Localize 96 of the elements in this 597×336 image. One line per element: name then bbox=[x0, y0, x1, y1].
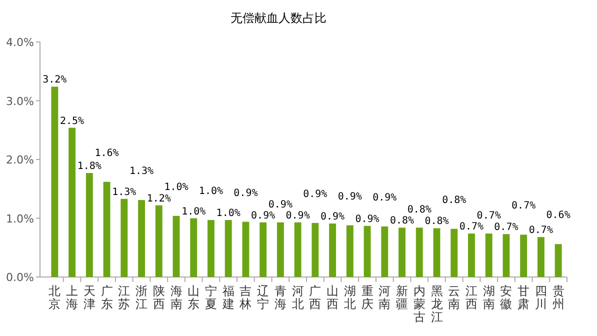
data-label: 1.6% bbox=[94, 148, 119, 159]
x-tick-label: 天津 bbox=[83, 284, 96, 311]
data-label: 0.7% bbox=[528, 225, 553, 236]
bar bbox=[329, 224, 336, 277]
data-label: 0.9% bbox=[303, 188, 328, 200]
data-label: 0.9% bbox=[234, 188, 258, 199]
data-label: 0.9% bbox=[286, 210, 310, 222]
bar bbox=[381, 226, 388, 277]
bar bbox=[537, 237, 544, 277]
bar bbox=[68, 128, 76, 277]
data-label: 1.3% bbox=[112, 186, 136, 198]
x-tick-label: 云南 bbox=[448, 284, 460, 311]
x-tick-label: 宁夏 bbox=[204, 284, 217, 311]
bar bbox=[242, 222, 250, 277]
data-label: 1.0% bbox=[182, 206, 206, 218]
data-label: 0.7% bbox=[459, 222, 484, 233]
data-label: 0.8% bbox=[390, 216, 414, 227]
bar bbox=[433, 228, 440, 277]
bar bbox=[190, 218, 198, 277]
bar bbox=[468, 234, 475, 277]
bar bbox=[554, 244, 562, 277]
bar bbox=[416, 228, 423, 277]
x-tick-label: 北京 bbox=[48, 284, 61, 311]
bar bbox=[312, 222, 319, 277]
bar bbox=[120, 198, 128, 277]
x-tick-label: 山西 bbox=[326, 284, 339, 311]
x-tick-label: 黑龙江 bbox=[430, 284, 443, 324]
x-tick-label: 陕西 bbox=[152, 284, 165, 311]
data-label: 1.0% bbox=[164, 182, 188, 193]
x-tick-label: 辽宁 bbox=[257, 284, 270, 311]
x-tick-label: 重庆 bbox=[361, 284, 374, 311]
bar bbox=[138, 200, 145, 277]
x-tick-label: 上海 bbox=[66, 284, 78, 311]
data-label: 3.2% bbox=[42, 74, 67, 86]
bar bbox=[364, 226, 371, 277]
data-label: 0.8% bbox=[442, 194, 466, 206]
bar bbox=[224, 220, 232, 277]
bar bbox=[155, 205, 162, 277]
x-tick-label: 湖南 bbox=[482, 284, 495, 311]
x-tick-label: 甘肃 bbox=[518, 284, 530, 311]
data-label: 0.9% bbox=[372, 192, 397, 204]
bar bbox=[294, 222, 302, 277]
chart-title: 无偿献血人数占比 bbox=[230, 11, 326, 25]
x-tick-label: 河北 bbox=[292, 284, 304, 311]
data-label: 1.0% bbox=[216, 208, 240, 220]
y-tick-label: 2.0% bbox=[6, 154, 34, 166]
bar bbox=[208, 220, 214, 277]
data-label: 0.6% bbox=[546, 210, 570, 222]
x-tick-label: 新疆 bbox=[396, 284, 408, 311]
data-label: 0.9% bbox=[338, 191, 362, 202]
data-label: 1.2% bbox=[146, 193, 171, 204]
bar bbox=[103, 182, 110, 277]
x-tick-label: 安徽 bbox=[500, 284, 512, 311]
data-label: 0.8% bbox=[407, 204, 432, 216]
data-label: 0.9% bbox=[320, 212, 345, 223]
x-tick-label: 江苏 bbox=[118, 284, 130, 311]
x-tick-label: 湖北 bbox=[344, 284, 356, 311]
x-tick-label: 吉林 bbox=[238, 284, 252, 311]
x-tick-label: 贵州 bbox=[552, 284, 564, 311]
data-label: 0.8% bbox=[424, 216, 449, 228]
bar bbox=[276, 222, 284, 277]
bar bbox=[86, 173, 93, 277]
data-label: 1.8% bbox=[77, 161, 102, 172]
data-label: 0.9% bbox=[268, 199, 292, 210]
x-tick-label: 浙江 bbox=[136, 284, 148, 311]
x-tick-label: 福建 bbox=[221, 284, 234, 311]
x-tick-label: 青海 bbox=[274, 284, 286, 311]
data-label: 0.7% bbox=[512, 200, 536, 212]
data-label: 0.9% bbox=[355, 214, 380, 225]
data-label: 0.7% bbox=[494, 222, 518, 234]
bar bbox=[502, 234, 510, 277]
bar bbox=[398, 228, 406, 277]
x-tick-label: 广西 bbox=[309, 284, 322, 311]
x-tick-label: 河南 bbox=[378, 284, 391, 311]
y-tick-label: 0.0% bbox=[6, 271, 34, 284]
y-tick-label: 3.0% bbox=[6, 94, 34, 108]
bar bbox=[346, 225, 354, 277]
bar bbox=[51, 86, 58, 277]
x-tick-label: 海南 bbox=[170, 284, 182, 311]
data-label: 1.0% bbox=[198, 186, 224, 198]
data-label: 0.9% bbox=[251, 210, 276, 222]
data-label: 0.7% bbox=[476, 210, 501, 222]
x-tick-label: 山东 bbox=[188, 284, 200, 311]
bar bbox=[485, 234, 492, 277]
x-tick-label: 广东 bbox=[100, 284, 113, 311]
y-tick-label: 4.0% bbox=[6, 36, 34, 49]
data-label: 2.5% bbox=[60, 116, 84, 127]
x-tick-label: 四川 bbox=[534, 284, 547, 311]
x-tick-label: 内蒙古 bbox=[413, 284, 426, 324]
y-tick-label: 1.0% bbox=[6, 212, 34, 226]
bar bbox=[520, 234, 528, 277]
bar bbox=[260, 222, 267, 277]
bar bbox=[172, 216, 180, 277]
x-tick-label: 江西 bbox=[465, 284, 478, 311]
bar bbox=[450, 228, 458, 277]
data-label: 1.3% bbox=[129, 166, 154, 178]
